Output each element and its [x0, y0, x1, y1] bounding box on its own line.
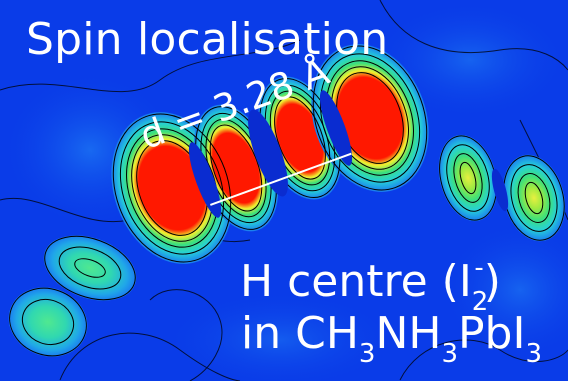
formula-subscript-2: 3	[441, 339, 458, 369]
defect-label-subscript: 2	[471, 287, 489, 317]
lobe-lower-left-2	[8, 287, 88, 357]
nodal-gap-right	[491, 168, 509, 212]
figure-title: Spin localisation	[26, 14, 389, 65]
formula-subscript-3: 3	[525, 339, 542, 369]
defect-label: H centre (I2 -)	[240, 255, 501, 315]
lobe-right-weak-1	[438, 134, 498, 222]
formula-part-2: PbI	[458, 308, 526, 359]
right-weak-lobes	[438, 134, 566, 242]
background-glow	[440, 220, 568, 360]
defect-label-superscript: -	[474, 253, 484, 283]
lobe-right-weak-2	[502, 154, 566, 242]
lower-left-lobes	[8, 235, 137, 357]
formula-subscript-1: 3	[358, 339, 376, 369]
lobe-lower-left-1	[43, 235, 137, 301]
background-glow	[160, 290, 400, 381]
defect-label-suffix: )	[483, 256, 501, 307]
lower-left-contours	[9, 235, 136, 357]
nodal-gaps	[188, 90, 353, 218]
formula-prefix: in CH	[241, 308, 359, 359]
defect-label-prefix: H centre (I	[240, 256, 472, 307]
background-glow	[370, 0, 568, 120]
formula-part-1: NH	[375, 308, 442, 359]
material-formula: in CH3NH3PbI3	[241, 312, 542, 369]
